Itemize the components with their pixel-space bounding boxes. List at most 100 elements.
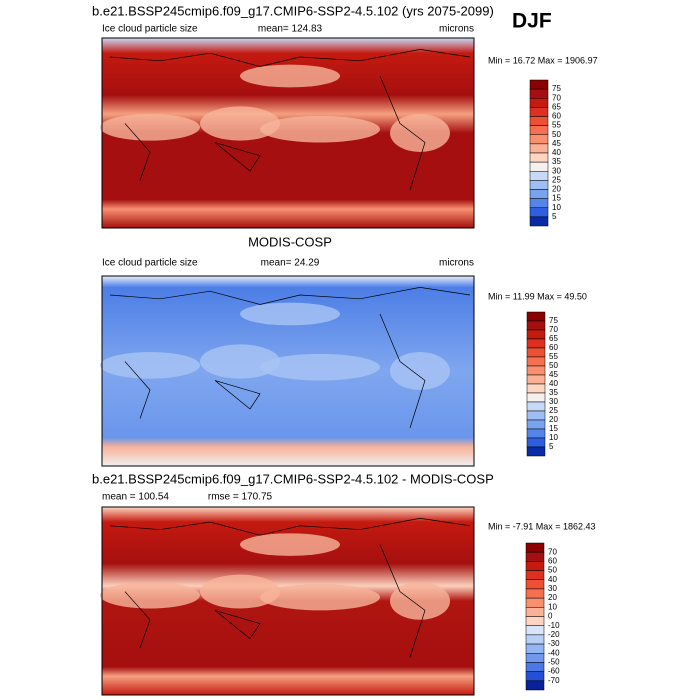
colorbar-label: 20 [552, 185, 561, 194]
colorbar-box [526, 365, 546, 376]
colorbar-box [525, 653, 545, 663]
colorbar-box [526, 401, 546, 412]
colorbar-label: -40 [548, 648, 560, 657]
colorbar-box [526, 410, 546, 421]
colorbar-box [529, 125, 549, 135]
colorbar-label: 60 [552, 112, 561, 121]
map-patch [100, 352, 200, 379]
colorbar-box [526, 356, 546, 367]
colorbar-label: 50 [549, 361, 558, 370]
panel-title: b.e21.BSSP245cmip6.f09_g17.CMIP6-SSP2-4.… [92, 3, 494, 18]
colorbar-box [525, 680, 545, 691]
map-patch [390, 582, 450, 620]
colorbar-label: 35 [549, 388, 558, 397]
colorbar-box [525, 551, 545, 562]
season-label: DJF [512, 10, 552, 33]
min-max-label: Min = 11.99 Max = 49.50 [488, 291, 587, 301]
map-frame [101, 37, 475, 229]
colorbar-box [526, 311, 546, 322]
colorbar-label: 50 [552, 130, 561, 139]
colorbar-label: 75 [552, 84, 561, 93]
colorbar-box [526, 446, 546, 457]
colorbar-box [525, 588, 545, 599]
colorbar-label: 15 [549, 424, 558, 433]
colorbar-box [525, 616, 545, 626]
colorbar-box [529, 161, 549, 172]
colorbar-label: 70 [548, 547, 557, 556]
colorbar-label: 40 [548, 575, 557, 584]
map-patch [200, 574, 280, 609]
colorbar-box [526, 392, 546, 403]
panel-center-label: mean= 24.29 [261, 258, 320, 269]
colorbar-label: 20 [548, 593, 557, 602]
colorbar-label: 30 [548, 584, 557, 593]
colorbar-box [529, 207, 549, 218]
colorbar-label: 60 [548, 556, 557, 565]
colorbar-label: 65 [552, 102, 561, 111]
map-patch [200, 106, 280, 141]
colorbar-box [529, 134, 549, 145]
colorbar-label: 30 [552, 166, 561, 175]
colorbar-box [529, 180, 549, 190]
colorbar-box [529, 116, 549, 126]
colorbar-box [525, 625, 545, 636]
map-patch [260, 584, 380, 611]
colorbar-box [526, 383, 546, 394]
colorbar-box [526, 347, 546, 358]
panel-left-label: Ice cloud particle size [102, 24, 198, 35]
panel-units: microns [439, 258, 474, 269]
colorbar-box [526, 428, 546, 439]
map-patch [240, 302, 340, 326]
map-patch [100, 582, 200, 609]
colorbar-box [526, 329, 546, 340]
colorbar-label: 55 [552, 121, 561, 130]
colorbar-label: 10 [552, 203, 561, 212]
colorbar-box [529, 216, 549, 227]
colorbar-label: 40 [549, 379, 558, 388]
colorbar-box [529, 171, 549, 181]
colorbar-box [529, 189, 549, 199]
colorbar-box [526, 437, 546, 448]
colorbar-box [526, 320, 546, 331]
panel-left-label: Ice cloud particle size [102, 258, 198, 269]
map-frame [101, 275, 475, 467]
panel-center-label: rmse = 170.75 [208, 492, 273, 503]
map-patch [100, 114, 200, 141]
colorbar-label: 55 [549, 352, 558, 361]
colorbar-label: 45 [549, 370, 558, 379]
coastline [109, 287, 471, 429]
colorbar-label: 10 [549, 433, 558, 442]
map-patch [240, 533, 340, 556]
coastline [109, 49, 471, 191]
map-patch [200, 344, 280, 379]
colorbar-label: 70 [549, 325, 558, 334]
min-max-label: Min = 16.72 Max = 1906.97 [488, 55, 598, 65]
colorbar-box [529, 98, 549, 108]
map-patch [390, 114, 450, 152]
colorbar-label: -10 [548, 621, 560, 630]
colorbar-label: 25 [549, 406, 558, 415]
colorbar-box [525, 607, 545, 617]
colorbar-box [525, 579, 545, 590]
colorbar-label: 40 [552, 148, 561, 157]
colorbar-label: 5 [549, 442, 554, 451]
colorbar-box [525, 542, 545, 553]
colorbar-label: 10 [548, 602, 557, 611]
colorbar-label: 75 [549, 316, 558, 325]
map-patch [240, 64, 340, 88]
map-patch [390, 352, 450, 390]
panel-title: MODIS-COSP [248, 234, 332, 249]
colorbar-box [525, 561, 545, 571]
colorbar-box [529, 88, 549, 99]
colorbar-label: 0 [548, 612, 553, 621]
colorbar-label: 15 [552, 194, 561, 203]
colorbar-label: 25 [552, 175, 561, 184]
colorbar-label: 65 [549, 334, 558, 343]
colorbar-label: -50 [548, 658, 560, 667]
colorbar-label: -30 [548, 639, 560, 648]
colorbar-box [526, 338, 546, 349]
colorbar-box [525, 570, 545, 580]
colorbar-box [526, 374, 546, 385]
colorbar-label: 35 [552, 157, 561, 166]
colorbar-box [525, 597, 545, 608]
